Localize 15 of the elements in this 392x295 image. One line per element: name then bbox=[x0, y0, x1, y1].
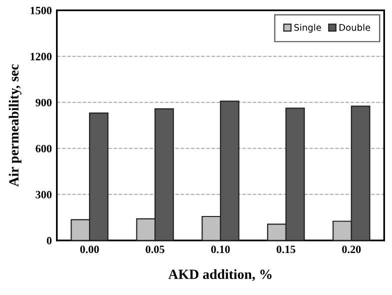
x-axis-title: AKD addition, % bbox=[168, 269, 272, 282]
x-tick-label: 0.10 bbox=[211, 246, 230, 254]
x-tick-label: 0.15 bbox=[276, 246, 296, 254]
y-tick-label: 900 bbox=[36, 98, 52, 106]
y-tick-label: 1500 bbox=[30, 6, 52, 14]
y-tick-label: 0 bbox=[46, 236, 52, 244]
x-tick-label: 0.20 bbox=[342, 246, 361, 254]
legend-label: Single bbox=[294, 24, 321, 33]
x-tick-label: 0.05 bbox=[146, 246, 164, 254]
legend-label: Double bbox=[340, 24, 370, 31]
y-tick-label: 300 bbox=[36, 190, 52, 198]
y-tick-label: 1200 bbox=[30, 52, 52, 60]
y-axis-title: Air permeability, sec bbox=[8, 64, 22, 187]
y-tick-label: 600 bbox=[36, 144, 52, 152]
x-tick-label: 0.00 bbox=[80, 246, 99, 254]
